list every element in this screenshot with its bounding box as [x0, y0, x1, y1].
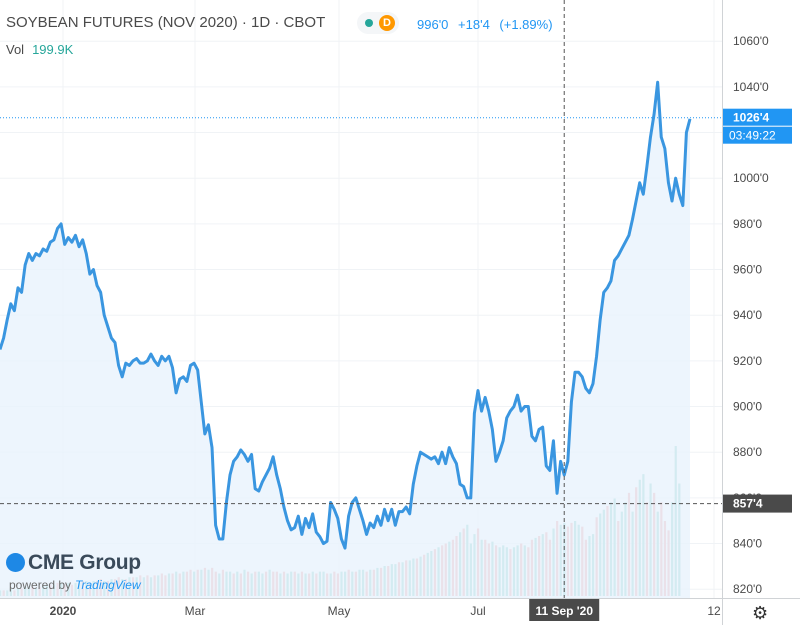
logo-text: CME Group [28, 551, 141, 574]
y-tick-label-0: 1060'0 [733, 34, 769, 48]
chart-title: SOYBEAN FUTURES (NOV 2020) · 1D · CBOT [6, 14, 326, 31]
y-tick-label-12: 820'0 [733, 582, 762, 596]
y-tick-label-1: 1040'0 [733, 80, 769, 94]
y-tick-label-8: 900'0 [733, 400, 762, 414]
tradingview-link[interactable]: TradingView [75, 578, 141, 592]
x-tick-label-0: 2020 [50, 604, 77, 618]
countdown-label-bg [723, 126, 792, 144]
cme-logo[interactable]: CME Group [6, 551, 141, 575]
price-line[interactable] [0, 80, 692, 550]
globe-icon [6, 553, 25, 572]
volume-label: Vol [6, 42, 25, 57]
x-tick-label-3: Jul [470, 604, 485, 618]
y-tick-label-5: 960'0 [733, 263, 762, 277]
powered-by-label: powered by [9, 578, 72, 592]
y-tick-label-11: 840'0 [733, 537, 762, 551]
y-tick-label-4: 980'0 [733, 217, 762, 231]
interval-badge: D [379, 15, 395, 31]
price-area [0, 82, 690, 599]
price-label-bg [723, 108, 792, 126]
crosshair-date-bg [529, 599, 600, 621]
volume-value: 199.9K [32, 42, 74, 57]
crosshair-date-label: 11 Sep '20 [535, 604, 593, 618]
price-change-pct: (+1.89%) [499, 17, 553, 32]
crosshair-price-bg [723, 494, 792, 513]
y-tick-label-6: 940'0 [733, 308, 762, 322]
status-pill[interactable]: D [357, 12, 399, 34]
x-tick-label-1: Mar [185, 604, 206, 618]
x-tick-label-4: 12 [707, 604, 721, 618]
volume-legend: Vol 199.9K [6, 42, 73, 57]
powered-by[interactable]: powered by TradingView [9, 578, 141, 592]
y-tick-label-9: 880'0 [733, 445, 762, 459]
y-tick-label-7: 920'0 [733, 354, 762, 368]
x-tick-label-2: May [328, 604, 351, 618]
gear-icon[interactable]: ⚙ [752, 603, 769, 623]
price-change: +18'4 [458, 17, 490, 32]
last-price: 996'0 [417, 17, 449, 32]
price-label: 1026'4 [733, 111, 770, 125]
status-dot-icon [365, 19, 373, 27]
y-tick-label-3: 1000'0 [733, 171, 769, 185]
countdown-label: 03:49:22 [729, 129, 776, 143]
crosshair-price-label: 857'4 [733, 497, 763, 511]
crosshair [0, 0, 722, 598]
quote-readout: 996'0 +18'4 (+1.89%) [417, 17, 559, 32]
